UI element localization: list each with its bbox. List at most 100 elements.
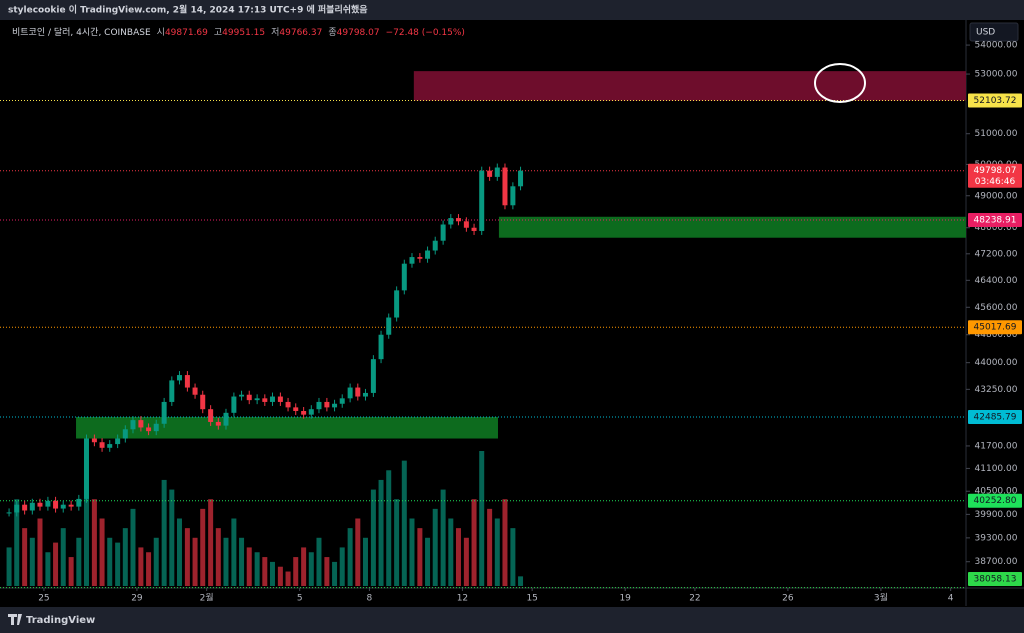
volume-bar [479,451,485,586]
volume-bar [355,518,361,586]
y-tick-label: 44800.00 [975,330,1018,340]
candle-body [370,359,376,393]
zone [498,216,966,238]
candle-body [14,504,20,513]
volume-bar [401,460,407,586]
candle-body [432,240,438,251]
ohlc-label: 저 [271,27,279,38]
price-tag-label: 48238.91 [974,216,1017,226]
x-tick-label: 15 [526,594,537,604]
candle-body [308,409,314,415]
candle-body [208,409,214,422]
volume-bar [176,518,182,586]
candle-body [409,257,415,264]
volume-bar [115,542,121,586]
logo [8,614,22,625]
volume-bar [146,552,152,586]
currency[interactable]: USD [976,28,995,38]
candle-body [76,498,82,507]
brand: TradingView [26,615,95,626]
y-tick-label: 43250.00 [975,385,1018,395]
plot [0,71,966,589]
volume-bar [417,528,423,586]
candle-body [22,504,28,511]
volume-bar [378,479,384,586]
price-tag [968,572,1022,586]
header-text: stylecookie 이 TradingView.com, 2월 14, 20… [8,4,368,16]
price-tag [968,493,1022,508]
volume-bar [277,566,283,586]
volume-bar [37,518,43,586]
candle-body [200,394,206,410]
x-tick-label: 19 [619,594,631,604]
volume-bar [362,537,368,586]
candle-body [479,170,485,231]
volume-bar [122,528,128,586]
volume-bar [487,508,493,586]
price-tag-label: 42485.79 [974,412,1017,422]
volume-bar [76,537,82,586]
candle-body [293,407,299,412]
candle-body [223,412,229,426]
candle-body [53,500,59,509]
volume-bar [153,537,159,586]
candle-body [91,438,97,443]
candle-body [130,420,136,430]
volume-bar [215,528,221,586]
candle-body [122,429,128,439]
volume-bar [262,557,268,586]
candle-body [169,380,175,402]
y-tick-label: 45600.00 [975,303,1018,313]
y-tick-label: 47200.00 [975,249,1018,259]
candle-body [153,423,159,432]
candle-body [518,170,524,187]
volume-bar [432,508,438,586]
volume-bar [231,518,237,586]
ohlc-label: 종 [328,27,336,38]
volume-bar [293,557,299,586]
candle-body [246,394,252,401]
volume-bar [254,552,260,586]
volume-bar [184,528,190,586]
y-tick-label: 48000.00 [975,223,1018,233]
price-tag [968,93,1022,108]
legend: 비트코인 / 달러, 4시간, COINBASE 시49871.69 고49951.… [12,26,465,38]
volume-bar [370,489,376,586]
volume-bar [440,489,446,586]
candle-body [146,427,152,432]
annotation-circle [814,63,866,103]
volume-bar [455,528,461,586]
zone [76,417,498,439]
candle-body [332,403,338,408]
candle-body [324,401,330,408]
ohlc-label: 고 [214,28,222,38]
candle-body [269,396,275,402]
volume-bar [29,537,35,586]
volume-bar [502,499,508,586]
candle-body [60,504,66,509]
candle-body [285,401,291,408]
volume-bar [494,518,500,586]
y-tick-label: 54000.00 [975,41,1018,51]
candle-body [487,170,493,177]
volume-bar [269,561,275,586]
price-tag [968,409,1022,424]
y-tick-label: 40500.00 [975,487,1018,497]
volume-bar [22,528,28,586]
x-tick-label: 4 [948,594,954,604]
candle-body [417,257,423,259]
y-tick-label: 51000.00 [975,129,1018,139]
candle-body [99,442,105,448]
candle-body [115,438,121,445]
volume-bar [83,460,89,586]
price-axis [966,20,1024,588]
candle-body [68,504,74,507]
volume-bar [169,489,175,586]
ohlc-value: 49871.69 [165,28,208,38]
currency-button[interactable] [969,22,1019,42]
x-tick-label: 3월 [874,592,888,604]
candle-body [394,290,400,318]
candle-body [6,512,12,514]
volume-bar [107,537,113,586]
x-tick-label: 5 [297,594,303,604]
